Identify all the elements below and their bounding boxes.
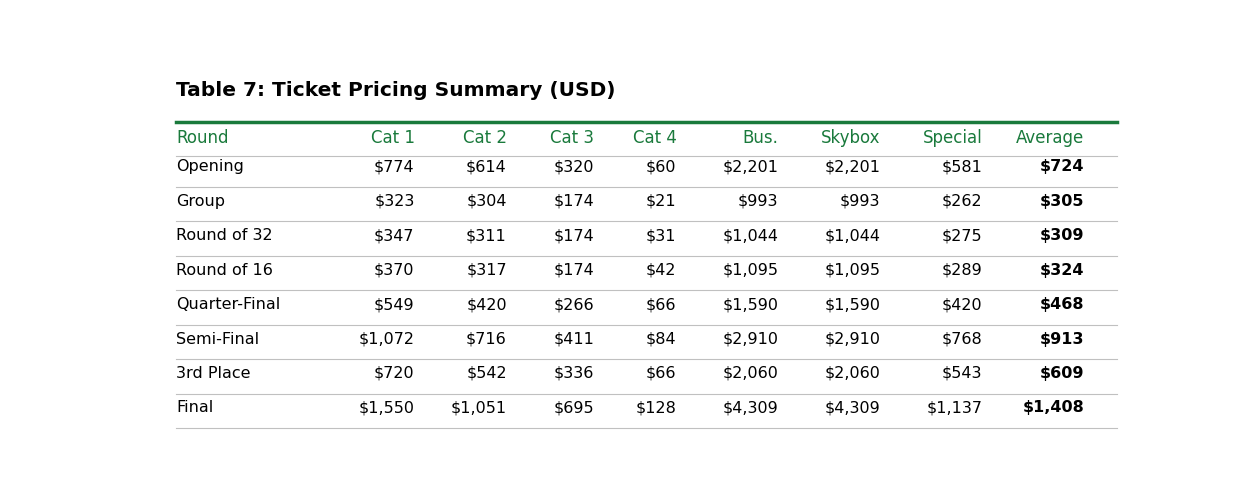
Text: $347: $347 [374, 228, 414, 243]
Text: Semi-Final: Semi-Final [175, 331, 259, 347]
Text: Cat 2: Cat 2 [463, 129, 507, 147]
Text: $716: $716 [466, 331, 507, 347]
Text: $1,095: $1,095 [722, 262, 779, 278]
Text: $549: $549 [374, 297, 414, 312]
Text: $2,060: $2,060 [825, 366, 880, 381]
Text: $2,910: $2,910 [722, 331, 779, 347]
Text: Round of 16: Round of 16 [175, 262, 273, 278]
Text: $323: $323 [374, 194, 414, 209]
Text: $42: $42 [646, 262, 676, 278]
Text: $993: $993 [840, 194, 880, 209]
Text: $4,309: $4,309 [722, 400, 779, 416]
Text: $174: $174 [553, 262, 595, 278]
Text: $609: $609 [1039, 366, 1084, 381]
Text: Round: Round [175, 129, 228, 147]
Text: $266: $266 [553, 297, 595, 312]
Text: 3rd Place: 3rd Place [175, 366, 250, 381]
Text: $1,137: $1,137 [926, 400, 983, 416]
Text: $581: $581 [942, 159, 983, 174]
Text: Final: Final [175, 400, 213, 416]
Text: $468: $468 [1039, 297, 1084, 312]
Text: $174: $174 [553, 194, 595, 209]
Text: $1,590: $1,590 [824, 297, 880, 312]
Text: $370: $370 [374, 262, 414, 278]
Text: $66: $66 [646, 366, 676, 381]
Text: $411: $411 [553, 331, 595, 347]
Text: $305: $305 [1039, 194, 1084, 209]
Text: $324: $324 [1039, 262, 1084, 278]
Text: Cat 4: Cat 4 [632, 129, 676, 147]
Text: $1,590: $1,590 [722, 297, 779, 312]
Text: $724: $724 [1039, 159, 1084, 174]
Text: Quarter-Final: Quarter-Final [175, 297, 280, 312]
Text: $768: $768 [942, 331, 983, 347]
Text: $420: $420 [942, 297, 983, 312]
Text: $317: $317 [466, 262, 507, 278]
Text: $993: $993 [737, 194, 779, 209]
Text: Group: Group [175, 194, 225, 209]
Text: Round of 32: Round of 32 [175, 228, 273, 243]
Text: $1,051: $1,051 [451, 400, 507, 416]
Text: $174: $174 [553, 228, 595, 243]
Text: $289: $289 [942, 262, 983, 278]
Text: $614: $614 [466, 159, 507, 174]
Text: $1,044: $1,044 [722, 228, 779, 243]
Text: $695: $695 [553, 400, 595, 416]
Text: $2,201: $2,201 [722, 159, 779, 174]
Text: $128: $128 [636, 400, 676, 416]
Text: Table 7: Ticket Pricing Summary (USD): Table 7: Ticket Pricing Summary (USD) [175, 81, 616, 100]
Text: $311: $311 [466, 228, 507, 243]
Text: $1,072: $1,072 [358, 331, 414, 347]
Text: Skybox: Skybox [821, 129, 880, 147]
Text: $720: $720 [374, 366, 414, 381]
Text: $1,044: $1,044 [824, 228, 880, 243]
Text: $2,060: $2,060 [722, 366, 779, 381]
Text: $1,408: $1,408 [1023, 400, 1084, 416]
Text: $1,095: $1,095 [824, 262, 880, 278]
Text: $21: $21 [646, 194, 676, 209]
Text: $543: $543 [942, 366, 983, 381]
Text: Average: Average [1015, 129, 1084, 147]
Text: Opening: Opening [175, 159, 244, 174]
Text: $336: $336 [553, 366, 595, 381]
Text: $542: $542 [466, 366, 507, 381]
Text: Bus.: Bus. [742, 129, 779, 147]
Text: $4,309: $4,309 [825, 400, 880, 416]
Text: $774: $774 [374, 159, 414, 174]
Text: $309: $309 [1039, 228, 1084, 243]
Text: Cat 3: Cat 3 [550, 129, 595, 147]
Text: $913: $913 [1039, 331, 1084, 347]
Text: Special: Special [923, 129, 983, 147]
Text: $60: $60 [646, 159, 676, 174]
Text: $275: $275 [942, 228, 983, 243]
Text: $31: $31 [646, 228, 676, 243]
Text: $320: $320 [553, 159, 595, 174]
Text: $2,910: $2,910 [824, 331, 880, 347]
Text: $66: $66 [646, 297, 676, 312]
Text: $420: $420 [466, 297, 507, 312]
Text: Cat 1: Cat 1 [371, 129, 414, 147]
Text: $84: $84 [646, 331, 676, 347]
Text: $262: $262 [942, 194, 983, 209]
Text: $2,201: $2,201 [824, 159, 880, 174]
Text: $1,550: $1,550 [358, 400, 414, 416]
Text: $304: $304 [466, 194, 507, 209]
